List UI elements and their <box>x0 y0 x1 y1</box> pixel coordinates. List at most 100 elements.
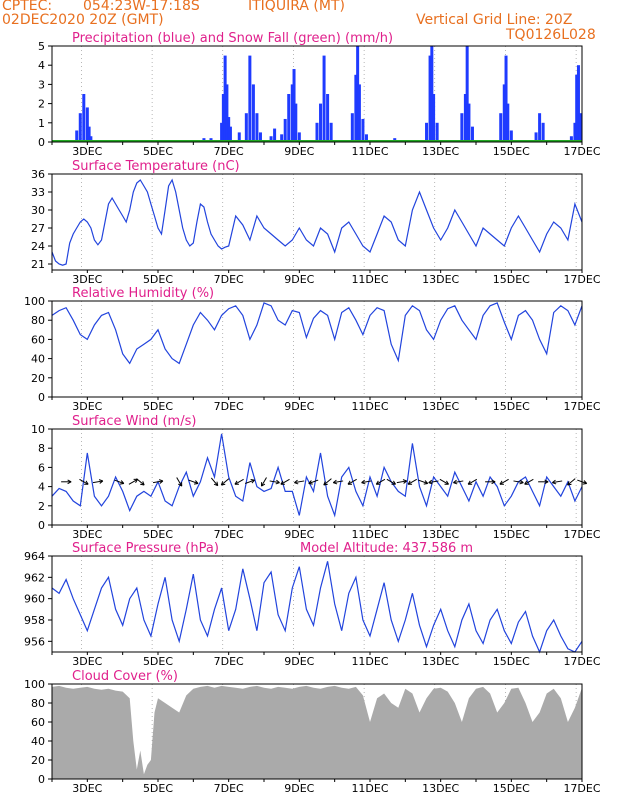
precip-bar <box>220 122 224 142</box>
precip-bar <box>467 103 471 142</box>
precip-bar <box>283 118 287 142</box>
series-line <box>51 302 583 365</box>
precip-bar <box>294 103 298 142</box>
precip-bar <box>244 113 248 142</box>
panel-title: Cloud Cover (%) <box>72 669 178 684</box>
header-init-time: 02DEC2020 20Z (GMT) <box>2 12 164 28</box>
y-tick-label: 30 <box>31 204 45 217</box>
wind-arrow <box>188 479 199 485</box>
x-tick-label: 7DEC <box>214 655 244 668</box>
wind-arrow <box>234 478 244 485</box>
y-tick-label: 5 <box>38 40 45 53</box>
x-tick-label: 11DEC <box>351 400 388 413</box>
wind-arrow <box>418 479 429 485</box>
y-tick-label: 33 <box>31 186 45 199</box>
wind-arrow <box>210 477 219 487</box>
y-tick-label: 0 <box>38 136 45 149</box>
y-tick-label: 100 <box>24 678 45 691</box>
x-tick-label: 11DEC <box>351 273 388 286</box>
wind-arrow <box>280 478 290 485</box>
y-tick-label: 20 <box>31 754 45 767</box>
x-tick-label: 3DEC <box>72 400 102 413</box>
series-line <box>51 433 583 518</box>
x-tick-label: 11DEC <box>351 145 388 158</box>
y-tick-label: 20 <box>31 372 45 385</box>
precip-bar <box>361 118 365 142</box>
wind-arrow <box>79 478 89 485</box>
x-tick-label: 7DEC <box>214 782 244 795</box>
precip-bar <box>322 55 326 142</box>
panel-title: Relative Humidity (%) <box>72 286 214 301</box>
wind-arrow <box>428 479 439 485</box>
x-tick-label: 13DEC <box>422 145 459 158</box>
y-tick-label: 0 <box>38 519 45 532</box>
y-tick-label: 27 <box>31 222 45 235</box>
x-tick-label: 15DEC <box>493 273 530 286</box>
precip-bar <box>87 126 91 142</box>
panel-5: 956 958 960 962 964 3DEC 5DEC 7DEC 9DEC 11DEC 13DE… <box>24 541 601 668</box>
wind-arrow <box>538 479 549 485</box>
precip-bar <box>364 134 368 142</box>
wind-arrow <box>128 478 139 485</box>
y-tick-label: 6 <box>38 461 45 474</box>
x-tick-label: 9DEC <box>284 655 314 668</box>
precip-bar <box>350 113 354 142</box>
wind-arrow <box>513 479 524 485</box>
precip-bar <box>89 136 93 142</box>
precip-bar <box>354 74 358 142</box>
y-tick-label: 962 <box>24 571 45 584</box>
y-tick-label: 24 <box>31 240 45 253</box>
precip-bar <box>78 113 82 142</box>
precip-bar <box>237 132 241 142</box>
series-line <box>51 561 583 654</box>
y-tick-label: 960 <box>24 593 45 606</box>
y-tick-label: 40 <box>31 735 45 748</box>
x-tick-label: 3DEC <box>72 145 102 158</box>
precip-bar <box>287 94 291 142</box>
wind-arrow <box>220 478 230 486</box>
header-grid-note: Vertical Grid Line: 20Z <box>416 12 573 28</box>
x-tick-label: 9DEC <box>284 273 314 286</box>
precip-bar <box>75 130 79 142</box>
wind-arrow <box>524 478 534 485</box>
x-tick-label: 5DEC <box>143 782 173 795</box>
precip-bar <box>465 46 469 142</box>
wind-arrow <box>269 479 280 485</box>
panel-frame <box>51 45 583 143</box>
precip-bar <box>329 122 333 142</box>
cloud-cover-area <box>52 685 582 779</box>
wind-arrow <box>485 479 496 485</box>
wind-arrow <box>244 478 255 484</box>
precip-bar <box>573 122 577 142</box>
y-tick-label: 4 <box>38 59 45 72</box>
panel-frame <box>51 173 583 271</box>
panel-2: 21 24 27 30 33 36 3DEC 5DEC 7DEC 9DEC 11DEC 13DEC 15… <box>31 159 601 286</box>
wind-arrow <box>332 479 344 485</box>
y-tick-label: 80 <box>31 314 45 327</box>
precip-bar <box>432 94 436 142</box>
x-tick-label: 11DEC <box>351 782 388 795</box>
header-station: ITIQUIRA (MT) <box>248 0 345 14</box>
precip-bar <box>251 84 255 142</box>
x-tick-label: 3DEC <box>72 655 102 668</box>
x-tick-label: 5DEC <box>143 273 173 286</box>
panel-4: 0 2 4 6 8 10 3DEC 5DEC 7DEC 9DEC 11DEC 13DEC 15DEC 17… <box>31 414 601 541</box>
x-tick-label: 17DEC <box>563 655 600 668</box>
precip-bar <box>258 132 262 142</box>
y-tick-label: 80 <box>31 697 45 710</box>
wind-arrow <box>323 478 332 486</box>
panel-title: Surface Pressure (hPa) <box>72 541 219 556</box>
y-tick-label: 36 <box>31 168 45 181</box>
precip-bar <box>541 122 545 142</box>
x-tick-label: 13DEC <box>422 528 459 541</box>
wind-arrow <box>375 478 386 485</box>
x-tick-label: 5DEC <box>143 145 173 158</box>
x-tick-label: 9DEC <box>284 145 314 158</box>
header-code: TQ0126L028 <box>506 27 596 43</box>
x-tick-label: 5DEC <box>143 400 173 413</box>
precip-bar <box>502 84 506 142</box>
x-tick-label: 13DEC <box>422 655 459 668</box>
header-source: CPTEC: <box>2 0 53 14</box>
y-tick-label: 956 <box>24 635 45 648</box>
panel-1: 0 1 2 3 4 5 3DEC 5DEC 7DEC 9DEC 11DEC 13DEC 15DEC 17D… <box>38 31 601 158</box>
